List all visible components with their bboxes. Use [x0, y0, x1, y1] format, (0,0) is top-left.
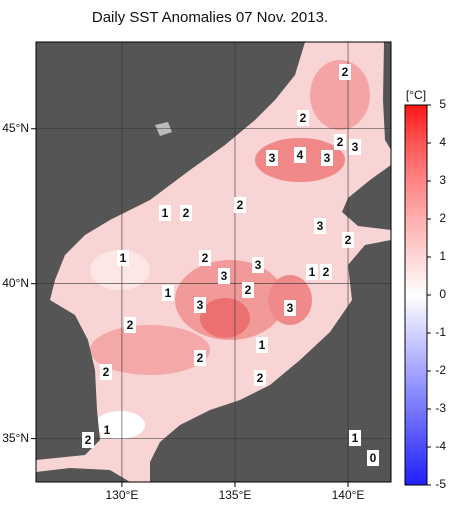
contour-label-box	[82, 432, 94, 448]
y-tick-label: 45°N	[2, 121, 29, 135]
colorbar-tick-label: 4	[439, 135, 446, 149]
colorbar-tick-label: 2	[439, 211, 446, 225]
colorbar-tick-label: -2	[435, 363, 446, 377]
contour-label-box	[242, 282, 254, 298]
contour-label-box	[321, 150, 333, 166]
y-tick-label: 35°N	[2, 431, 29, 445]
contour-label-box	[234, 197, 246, 213]
contour-label: 1	[120, 251, 127, 265]
contour-label: 4	[297, 148, 304, 162]
contour-label: 3	[352, 140, 359, 154]
title: Daily SST Anomalies 07 Nov. 2013.	[92, 9, 328, 26]
contour-label: 1	[309, 265, 316, 279]
contour-label: 3	[221, 269, 228, 283]
contour-label: 2	[300, 111, 307, 125]
contour-label: 2	[342, 65, 349, 79]
contour-label: 2	[237, 198, 244, 212]
contour-label: 0	[370, 451, 377, 465]
contour-label: 2	[197, 351, 204, 365]
contour-label: 2	[257, 371, 264, 385]
contour-label: 2	[85, 433, 92, 447]
contour-label-box	[218, 268, 230, 284]
contour-label-box	[194, 297, 206, 313]
contour-label-box	[266, 150, 278, 166]
land	[383, 42, 391, 150]
colorbar-tick-label: 5	[439, 97, 446, 111]
contour-label-box	[256, 337, 268, 353]
contour-label-box	[101, 422, 113, 438]
contour-label: 3	[324, 151, 331, 165]
contour-label: 3	[197, 298, 204, 312]
contour-label-box	[349, 430, 361, 446]
contour-label-box	[320, 264, 332, 280]
contour-label: 1	[104, 423, 111, 437]
colorbar-tick-label: -4	[435, 439, 446, 453]
contour-label: 2	[103, 365, 110, 379]
colorbar-title: [°C]	[406, 88, 426, 102]
land	[36, 42, 305, 460]
contour-label-box	[367, 450, 379, 466]
contour-label-box	[339, 64, 351, 80]
contour-label: 2	[202, 251, 209, 265]
contour-label-box	[334, 134, 346, 150]
contour-label: 3	[255, 258, 262, 272]
contour-label-box	[349, 139, 361, 155]
contour-label: 1	[165, 286, 172, 300]
colorbar-tick-label: -3	[435, 401, 446, 415]
contour-label-box	[162, 285, 174, 301]
contour-label-box	[306, 264, 318, 280]
contour-label: 2	[345, 233, 352, 247]
colorbar	[404, 104, 428, 486]
colorbar-tick-label: 3	[439, 173, 446, 187]
anomaly-area	[310, 60, 370, 130]
contour-label: 1	[259, 338, 266, 352]
colorbar-tick-label: -5	[435, 477, 446, 491]
land	[150, 240, 391, 482]
contour-label: 3	[317, 219, 324, 233]
contour-label-box	[117, 250, 129, 266]
contour-label-box	[100, 364, 112, 380]
contour-label-box	[199, 250, 211, 266]
contour-label: 2	[323, 265, 330, 279]
anomaly-area	[90, 325, 210, 375]
contour-label: 1	[162, 206, 169, 220]
contour-label-box	[194, 350, 206, 366]
contour-label-box	[284, 300, 296, 316]
colorbar-tick-label: 0	[439, 287, 446, 301]
contour-label: 2	[127, 318, 134, 332]
x-tick-label: 130°E	[106, 488, 139, 502]
x-tick-label: 135°E	[219, 488, 252, 502]
anomaly-area	[90, 250, 150, 290]
x-tick-label: 140°E	[332, 488, 365, 502]
contour-label-box	[342, 232, 354, 248]
contour-label-box	[297, 110, 309, 126]
contour-label: 3	[269, 151, 276, 165]
contour-label: 2	[245, 283, 252, 297]
contour-label-box	[180, 205, 192, 221]
map-frame	[35, 41, 392, 483]
colorbar-tick-label: -1	[435, 325, 446, 339]
contour-label-box	[294, 147, 306, 163]
contour-label: 1	[352, 431, 359, 445]
contour-label-box	[314, 218, 326, 234]
contour-label: 3	[287, 301, 294, 315]
contour-label-box	[254, 370, 266, 386]
land	[36, 468, 130, 482]
land	[342, 165, 391, 230]
contour-label: 2	[337, 135, 344, 149]
contour-label: 2	[183, 206, 190, 220]
contour-label-box	[124, 317, 136, 333]
contour-label-box	[252, 257, 264, 273]
colorbar-tick-label: 1	[439, 249, 446, 263]
anomaly-area	[200, 298, 250, 338]
contour-label-box	[159, 205, 171, 221]
y-tick-label: 40°N	[2, 276, 29, 290]
